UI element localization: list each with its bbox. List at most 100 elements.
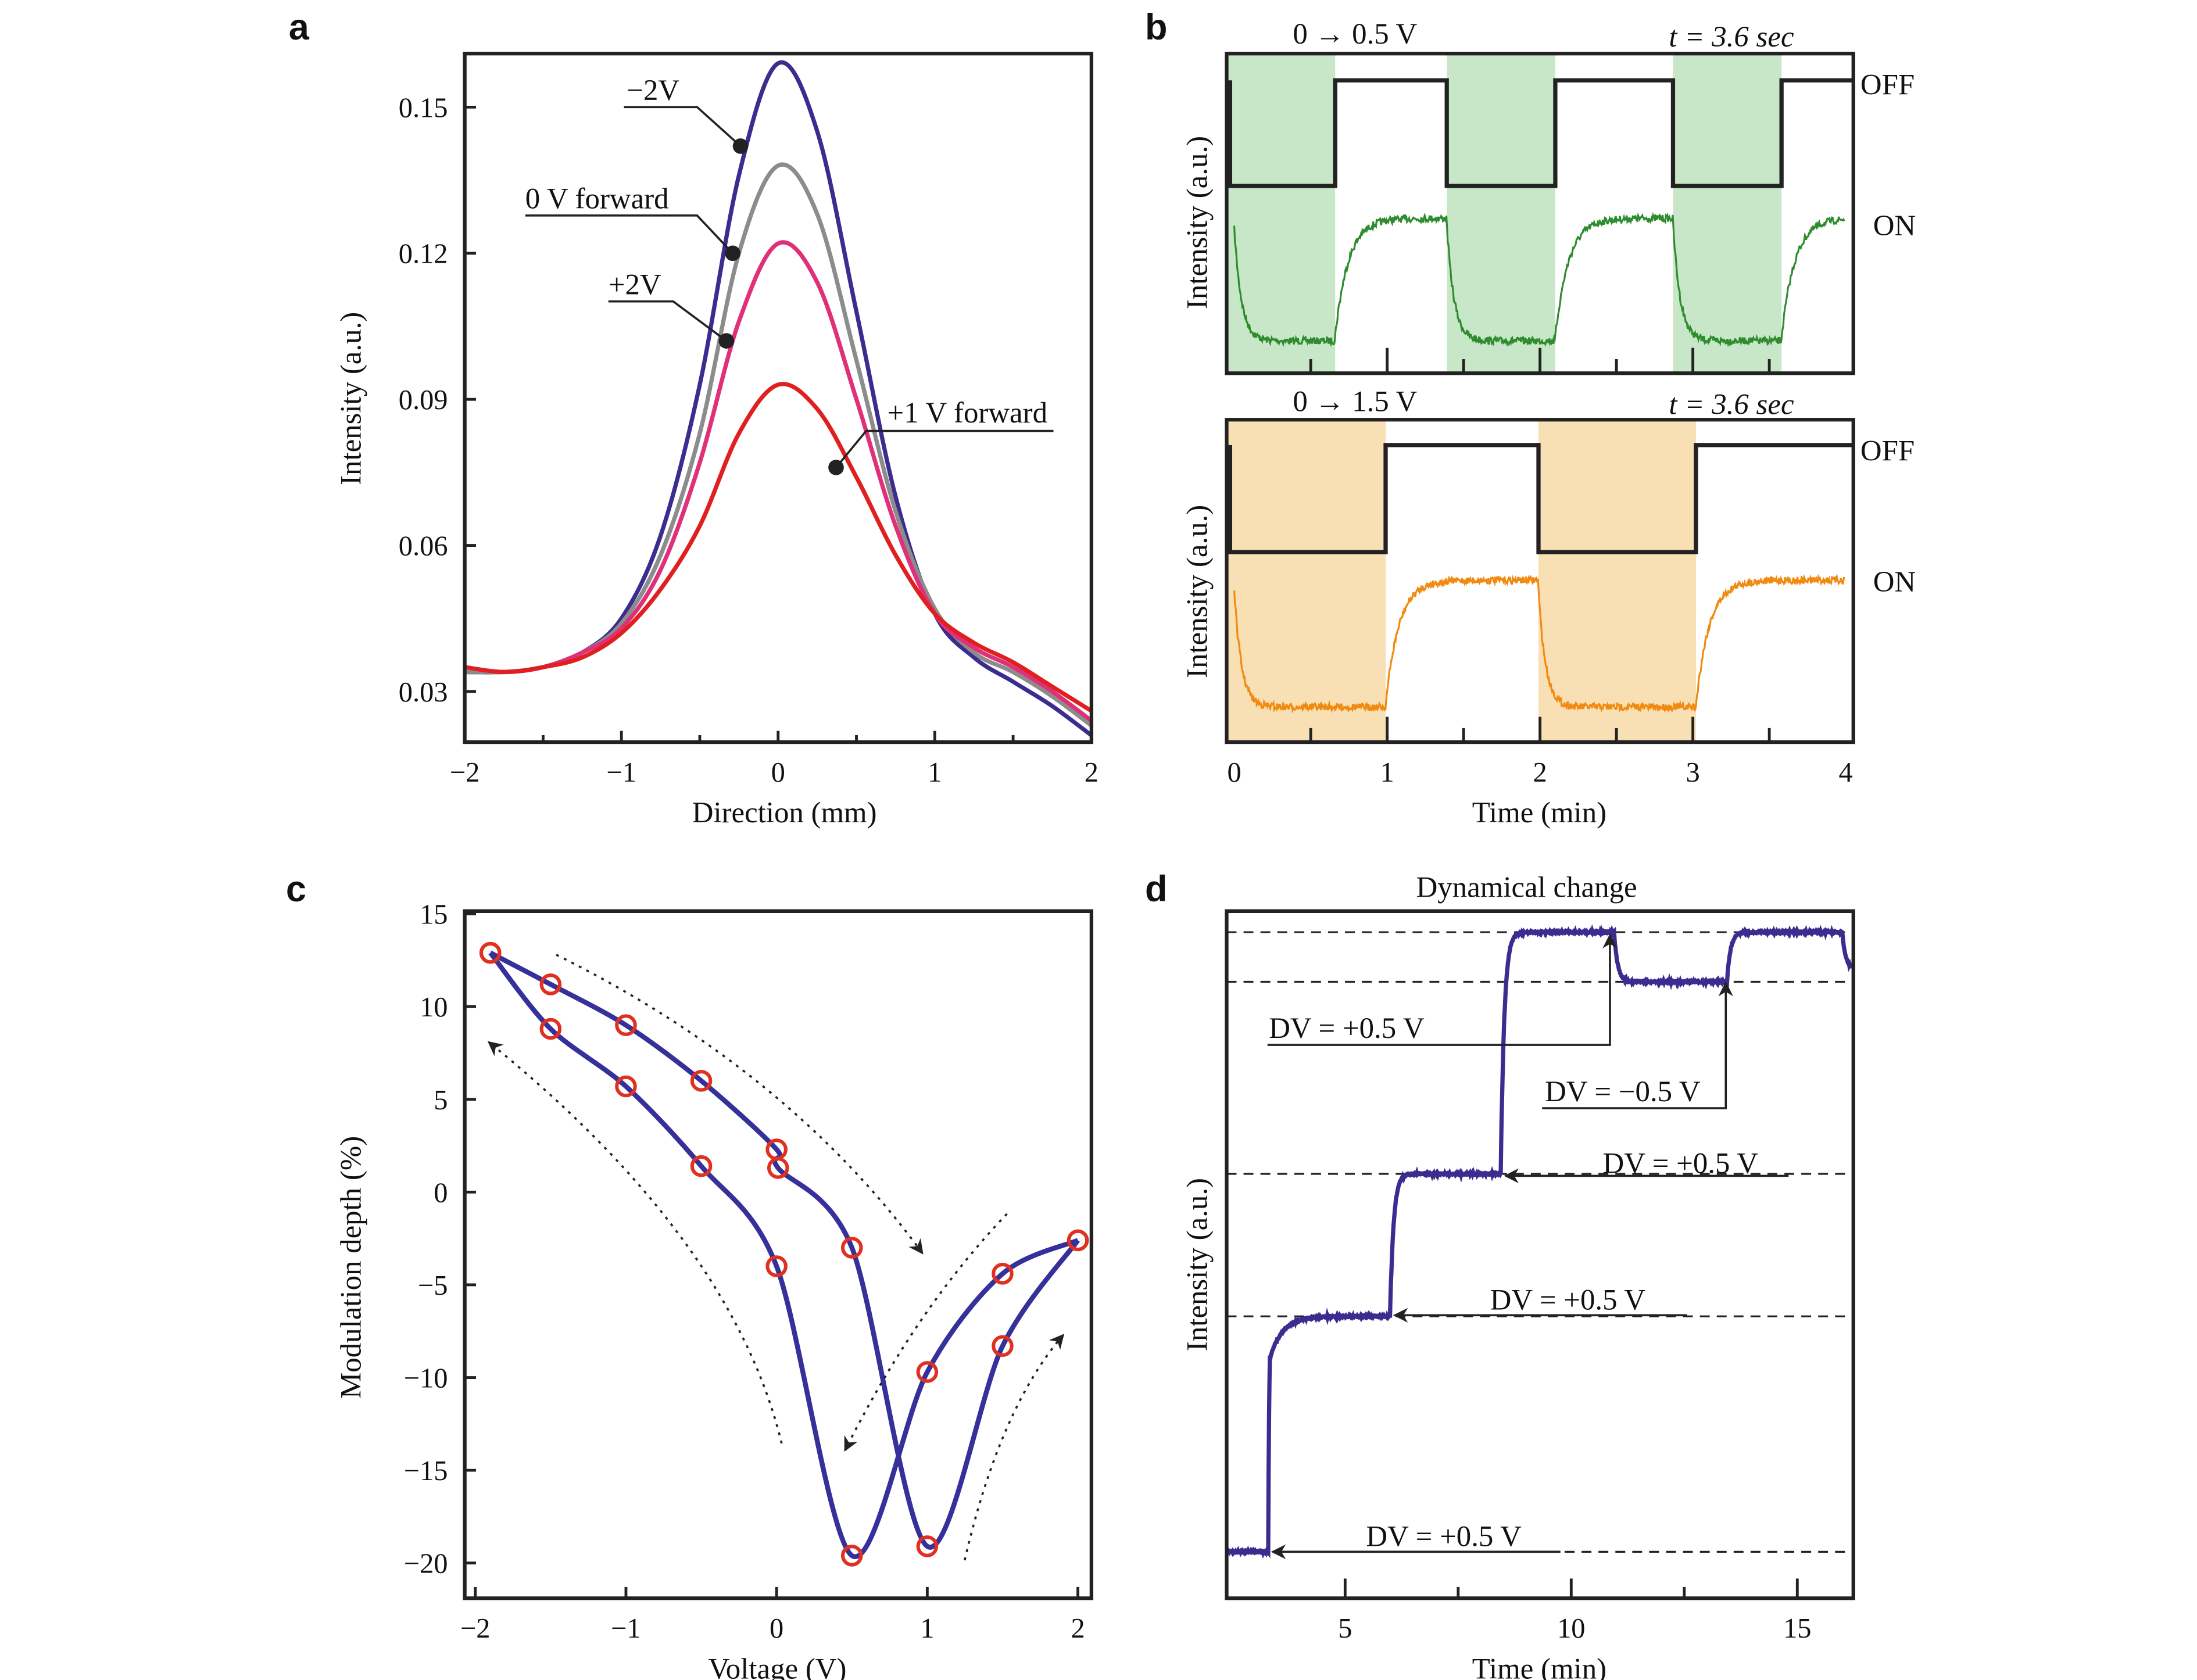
leader-line-0 (624, 106, 742, 147)
x-tick-label-1: 10 (1557, 1613, 1585, 1644)
direction-arrow-1 (487, 1041, 783, 1444)
y-tick-label-0: 0.03 (399, 677, 448, 708)
leader-line-3 (835, 429, 1054, 468)
panel-b-top-voltage-square-wave (1228, 78, 1854, 188)
data-point (615, 1014, 637, 1036)
leader-line-1 (525, 214, 733, 255)
panel-d-frame (1225, 909, 1855, 1600)
panel-label-b: b (1145, 7, 1167, 48)
panel-b-bottom-shade-0 (1226, 420, 1386, 743)
panel-label-d: d (1145, 869, 1167, 909)
x-tick-label-3: 3 (1686, 757, 1700, 788)
loop-branch-0 (489, 950, 1080, 1550)
y-tick-label-6: −15 (404, 1456, 448, 1486)
data-point (992, 1263, 1014, 1285)
y-tick-label-3: 0.12 (399, 239, 448, 270)
panel-c-ylabel: Modulation depth (%) (335, 1136, 367, 1399)
step-annotation-arrow-4 (1542, 981, 1734, 1109)
label-plus1v-forward: +1 V forward (888, 397, 1048, 429)
panel-d-title: Dynamical change (1416, 872, 1637, 904)
panel-b-top-title: 0 → 0.5 V (1293, 18, 1417, 51)
direction-arrow-3 (964, 1334, 1065, 1561)
panel-d-xlabel: Time (min) (1472, 1653, 1606, 1680)
data-point (539, 973, 562, 995)
panel-b-chart: 0 1 2 3 4 (1225, 52, 1855, 788)
panel-label-a: a (289, 7, 310, 48)
data-point (916, 1535, 939, 1557)
data-point (539, 1018, 562, 1040)
panel-b-top-shade-0 (1226, 53, 1336, 374)
data-point (765, 1255, 788, 1277)
panel-b-bottom-title: 0 → 1.5 V (1293, 386, 1417, 418)
data-point (690, 1070, 713, 1092)
label-plus2v: +2V (609, 269, 661, 302)
panel-b-bottom-on-label: ON (1873, 566, 1916, 599)
panel-a-chart: −2 −1 0 1 2 0.03 0.06 0.09 0.12 0.15 (399, 52, 1098, 788)
panel-b-bottom-intensity-trace (1233, 573, 1845, 714)
panel-a-ylabel: Intensity (a.u.) (335, 312, 367, 485)
panel-d-step-label-1: DV = +0.5 V (1366, 1521, 1522, 1553)
panel-b-top-shade-2 (1673, 53, 1782, 374)
data-point (840, 1545, 863, 1567)
y-tick-label-2: 5 (434, 1085, 448, 1116)
x-tick-label-2: 0 (771, 757, 785, 788)
panel-b-top-off-label: OFF (1860, 69, 1915, 101)
y-tick-label-5: −10 (404, 1363, 448, 1394)
panel-c-xlabel: Voltage (V) (709, 1653, 847, 1680)
x-tick-label-1: −1 (611, 1613, 641, 1644)
panel-d-step-label-2: DV = +0.5 V (1490, 1284, 1646, 1317)
y-tick-label-7: −20 (404, 1549, 448, 1579)
y-tick-label-4: −5 (418, 1270, 448, 1301)
panel-label-c: c (286, 869, 306, 909)
leader-line-2 (608, 300, 727, 342)
y-tick-label-1: 10 (420, 992, 448, 1023)
data-point (916, 1361, 939, 1383)
x-tick-label-3: 1 (928, 757, 942, 788)
panel-b-top-intensity-trace (1233, 212, 1845, 348)
panel-d-step-label-5: DV = −0.5 V (1545, 1076, 1701, 1108)
panel-b-bottom-voltage-square-wave (1228, 443, 1854, 554)
panel-c-frame (463, 909, 1094, 1600)
panel-a-xlabel: Direction (mm) (692, 797, 877, 829)
panel-d-step-label-3: DV = +0.5 V (1602, 1148, 1758, 1180)
panel-b-top-shade-1 (1447, 53, 1555, 374)
x-tick-label-0: −2 (460, 1613, 491, 1644)
y-tick-label-0: 15 (420, 900, 448, 930)
panel-d-step-label-4: DV = +0.5 V (1269, 1012, 1425, 1045)
x-tick-label-2: 0 (770, 1613, 783, 1644)
x-tick-label-0: 5 (1338, 1613, 1352, 1644)
direction-arrow-0 (556, 954, 924, 1255)
data-point (767, 1157, 789, 1179)
series-line-1 (464, 162, 1093, 728)
panel-b-bottom-ylabel: Intensity (a.u.) (1182, 505, 1214, 678)
data-point (992, 1335, 1014, 1357)
series-marker-dot-1 (725, 245, 740, 262)
series-marker-dot-0 (732, 138, 749, 154)
panel-b-bottom-annotation: t = 3.6 sec (1669, 389, 1794, 421)
data-point (690, 1155, 713, 1177)
intensity-step-trace (1225, 924, 1854, 1559)
direction-arrow-2 (844, 1213, 1008, 1452)
loop-branch-1 (488, 951, 1079, 1559)
series-line-3 (464, 382, 1093, 713)
series-line-2 (464, 240, 1093, 723)
x-tick-label-2: 2 (1533, 757, 1547, 788)
series-marker-dot-2 (718, 333, 735, 349)
x-tick-label-1: −1 (606, 757, 636, 788)
series-marker-dot-3 (828, 460, 844, 475)
x-tick-label-4: 4 (1839, 757, 1853, 788)
panel-b-bottom-off-label: OFF (1860, 435, 1915, 467)
x-tick-label-2: 15 (1783, 1613, 1811, 1644)
x-tick-label-3: 1 (920, 1613, 934, 1644)
data-point (479, 941, 502, 964)
data-point (840, 1237, 863, 1259)
y-tick-label-3: 0 (434, 1177, 448, 1208)
label-0v-forward: 0 V forward (525, 183, 669, 216)
panel-b-top-annotation: t = 3.6 sec (1669, 21, 1794, 53)
panel-d-ylabel: Intensity (a.u.) (1182, 1178, 1214, 1351)
x-tick-label-1: 1 (1380, 757, 1394, 788)
y-tick-label-2: 0.09 (399, 385, 448, 415)
x-tick-label-4: 2 (1085, 757, 1098, 788)
